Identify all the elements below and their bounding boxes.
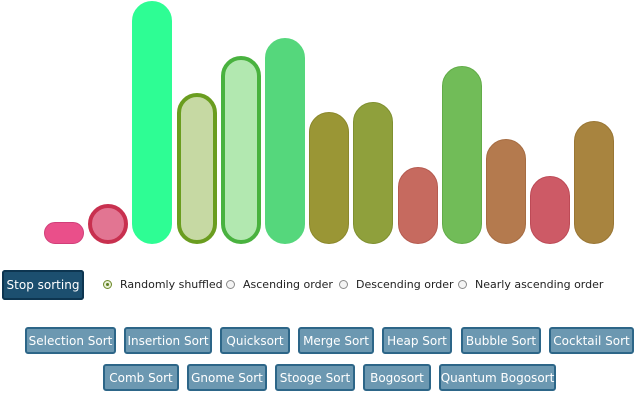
quantum-bogosort-button[interactable]: Quantum Bogosort	[439, 364, 556, 391]
array-bar	[177, 93, 217, 244]
array-bar	[221, 56, 261, 244]
gnome-sort-button[interactable]: Gnome Sort	[187, 364, 267, 391]
radio-descending-order[interactable]	[339, 280, 348, 289]
sorting-controls: Stop sorting Randomly shuffled Ascending…	[0, 268, 640, 304]
stooge-sort-button[interactable]: Stooge Sort	[275, 364, 355, 391]
comb-sort-button[interactable]: Comb Sort	[103, 364, 179, 391]
bogosort-button[interactable]: Bogosort	[363, 364, 431, 391]
quicksort-button[interactable]: Quicksort	[220, 327, 290, 354]
array-bar	[398, 167, 438, 244]
array-bar	[353, 102, 393, 244]
selection-sort-button[interactable]: Selection Sort	[25, 327, 116, 354]
option-label: Randomly shuffled	[120, 278, 223, 291]
array-bar	[530, 176, 570, 244]
array-bar	[88, 204, 128, 244]
array-bar	[44, 222, 84, 244]
array-bar	[309, 112, 349, 244]
option-nearly-ascending-order[interactable]: Nearly ascending order	[458, 278, 603, 291]
merge-sort-button[interactable]: Merge Sort	[298, 327, 374, 354]
insertion-sort-button[interactable]: Insertion Sort	[124, 327, 212, 354]
sorting-visualization	[44, 1, 614, 244]
option-ascending-order[interactable]: Ascending order	[226, 278, 333, 291]
option-label: Ascending order	[243, 278, 333, 291]
array-bar	[442, 66, 482, 244]
option-descending-order[interactable]: Descending order	[339, 278, 454, 291]
radio-nearly-ascending-order[interactable]	[458, 280, 467, 289]
array-bar	[132, 1, 172, 244]
array-bar	[486, 139, 526, 244]
option-label: Nearly ascending order	[475, 278, 604, 291]
radio-ascending-order[interactable]	[226, 280, 235, 289]
bubble-sort-button[interactable]: Bubble Sort	[461, 327, 541, 354]
heap-sort-button[interactable]: Heap Sort	[382, 327, 452, 354]
option-label: Descending order	[356, 278, 454, 291]
array-bar	[574, 121, 614, 244]
radio-randomly-shuffled[interactable]	[103, 280, 112, 289]
option-randomly-shuffled[interactable]: Randomly shuffled	[103, 278, 223, 291]
array-bar	[265, 38, 305, 244]
stop-sorting-button[interactable]: Stop sorting	[2, 270, 84, 300]
cocktail-sort-button[interactable]: Cocktail Sort	[549, 327, 634, 354]
